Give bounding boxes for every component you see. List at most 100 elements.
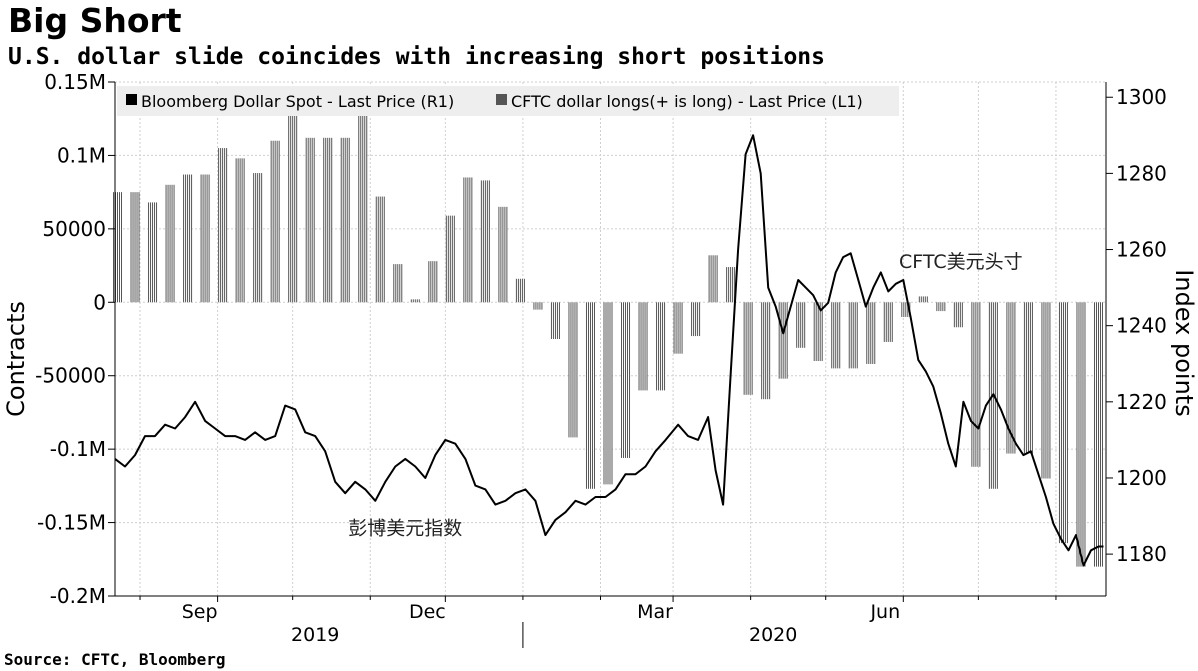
cftc-bar-stripe (1066, 302, 1068, 544)
cftc-bar-stripe (638, 302, 640, 391)
cftc-bar-stripe (305, 137, 307, 303)
cftc-bar-stripe (451, 215, 453, 303)
cftc-bar-stripe (887, 302, 889, 342)
cftc-bar-stripe (885, 302, 887, 342)
cftc-bar-stripe (220, 148, 222, 303)
cftc-bar-stripe (307, 137, 309, 303)
cftc-bar-stripe (833, 302, 835, 369)
cftc-bar (813, 302, 823, 362)
cftc-bar (375, 196, 385, 303)
cftc-bar-stripe (815, 302, 817, 362)
cftc-bar-stripe (944, 302, 946, 312)
left-tick-label: -0.1M (50, 437, 106, 461)
cftc-bar-stripe (591, 302, 593, 489)
cftc-bar-stripe (253, 173, 255, 303)
cftc-bar-stripe (132, 192, 134, 303)
cftc-bar-stripe (226, 148, 228, 303)
cftc-bar-stripe (699, 302, 701, 337)
cftc-bar-stripe (117, 192, 119, 303)
x-month-label: Sep (182, 601, 218, 623)
cftc-bar-stripe (541, 302, 543, 310)
cftc-bar-stripe (360, 114, 362, 303)
cftc-bar-stripe (255, 173, 257, 303)
cftc-bar-stripe (691, 302, 693, 337)
cftc-bar-stripe (710, 255, 712, 303)
cftc-bar-stripe (798, 302, 800, 348)
cftc-bar-stripe (942, 302, 944, 312)
left-axis-title: Contracts (2, 301, 30, 417)
cftc-bar-stripe (465, 177, 467, 303)
cftc-bar-stripe (401, 264, 403, 303)
cftc-bar-stripe (644, 302, 646, 391)
legend-swatch (496, 94, 507, 105)
cftc-bar-stripe (1064, 302, 1066, 544)
cftc-bar-stripe (1076, 302, 1078, 567)
cftc-bar-stripe (294, 114, 296, 303)
cftc-bar-stripe (734, 267, 736, 303)
cftc-bar (533, 302, 543, 310)
cftc-bar-stripe (480, 180, 482, 303)
cftc-bar-stripe (379, 196, 381, 303)
cftc-bar-stripe (837, 302, 839, 369)
cftc-bar (1023, 302, 1033, 454)
legend-box (117, 86, 899, 116)
cftc-bar-stripe (257, 173, 259, 303)
cftc-bar (288, 114, 298, 303)
cftc-bar (691, 302, 701, 337)
cftc-bar-stripe (311, 137, 313, 303)
cftc-bar (708, 255, 718, 303)
chart-annotation: CFTC美元头寸 (899, 251, 1023, 273)
cftc-bar-stripe (393, 264, 395, 303)
cftc-bar-stripe (204, 174, 206, 303)
cftc-bar-stripe (1101, 302, 1103, 567)
cftc-bar-stripe (410, 299, 412, 303)
cftc-bar-stripe (1095, 302, 1097, 567)
cftc-bar-stripe (445, 215, 447, 303)
cftc-bar-stripe (119, 192, 121, 303)
cftc-bar-stripe (621, 302, 623, 458)
cftc-bar-stripe (504, 206, 506, 303)
cftc-bar-stripe (395, 264, 397, 303)
cftc-bar-stripe (1060, 302, 1062, 544)
cftc-bar-stripe (1080, 302, 1082, 567)
cftc-bar-stripe (537, 302, 539, 310)
cftc-bar-stripe (1084, 302, 1086, 567)
cftc-bar-stripe (348, 137, 350, 303)
cftc-bar-stripe (1097, 302, 1099, 567)
cftc-bar (498, 206, 508, 303)
cftc-bar-stripe (920, 296, 922, 303)
left-tick-label: -50000 (35, 364, 106, 388)
cftc-bar-stripe (874, 302, 876, 364)
cftc-bar-stripe (558, 302, 560, 339)
cftc-bar (1093, 302, 1103, 567)
cftc-bar (463, 177, 473, 303)
cftc-bar-stripe (187, 174, 189, 303)
cftc-bar (393, 264, 403, 303)
cftc-bar-stripe (270, 140, 272, 303)
cftc-bar-stripe (780, 302, 782, 379)
cftc-bar-stripe (1014, 302, 1016, 454)
cftc-bar-stripe (769, 302, 771, 400)
cftc-bar (1041, 302, 1051, 479)
cftc-bar-stripe (593, 302, 595, 489)
cftc-bar-stripe (200, 174, 202, 303)
cftc-bar-stripe (607, 302, 609, 485)
cftc-bar-stripe (276, 140, 278, 303)
cftc-bar-stripe (218, 148, 220, 303)
cftc-bar (866, 302, 876, 364)
cftc-bar-stripe (603, 302, 605, 485)
cftc-bar-stripe (821, 302, 823, 362)
cftc-bar-stripe (506, 206, 508, 303)
cftc-bar (130, 192, 140, 303)
cftc-bar-stripe (521, 278, 523, 303)
cftc-bar-stripe (152, 202, 154, 303)
cftc-bar-stripe (940, 302, 942, 312)
cftc-bar-stripe (362, 114, 364, 303)
cftc-bar-stripe (523, 278, 525, 303)
cftc-bar-stripe (325, 137, 327, 303)
cftc-bar-stripe (868, 302, 870, 364)
cftc-bar (550, 302, 560, 339)
cftc-bar-stripe (202, 174, 204, 303)
cftc-bar-stripe (716, 255, 718, 303)
cftc-bar-stripe (469, 177, 471, 303)
